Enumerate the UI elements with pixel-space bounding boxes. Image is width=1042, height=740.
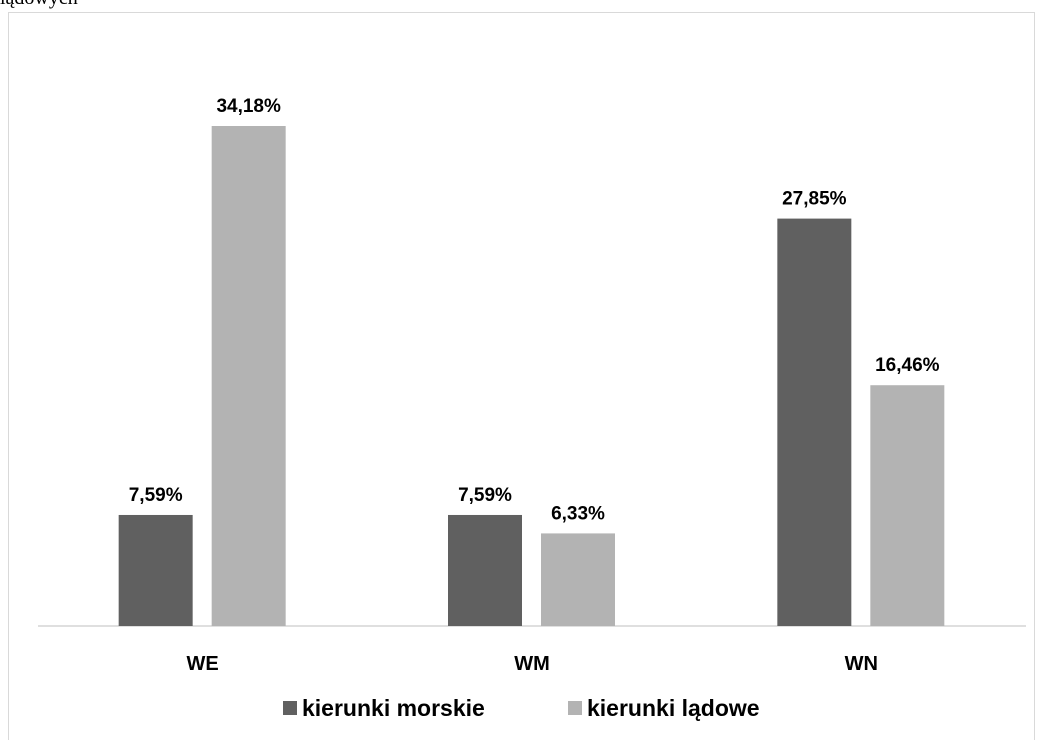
legend-label: kierunki lądowe xyxy=(587,695,760,721)
data-label: 16,46% xyxy=(875,355,940,376)
chart-title: lądowych xyxy=(0,0,78,9)
bar xyxy=(448,514,522,626)
x-tick-label: WE xyxy=(187,653,219,675)
legend-label: kierunki morskie xyxy=(302,695,485,721)
bar xyxy=(211,125,286,627)
chart-frame xyxy=(8,12,1035,740)
bar xyxy=(870,385,945,626)
x-tick-label: WM xyxy=(514,653,550,675)
bar xyxy=(777,218,852,626)
data-label: 6,33% xyxy=(551,503,605,524)
data-label: 7,59% xyxy=(458,485,512,506)
data-label: 27,85% xyxy=(782,189,847,210)
data-label: 7,59% xyxy=(129,485,183,506)
legend-swatch xyxy=(568,701,582,715)
x-tick-label: WN xyxy=(845,653,878,675)
bar xyxy=(118,514,193,626)
legend-swatch xyxy=(283,701,297,715)
bar xyxy=(541,533,615,626)
data-label: 34,18% xyxy=(216,96,281,117)
